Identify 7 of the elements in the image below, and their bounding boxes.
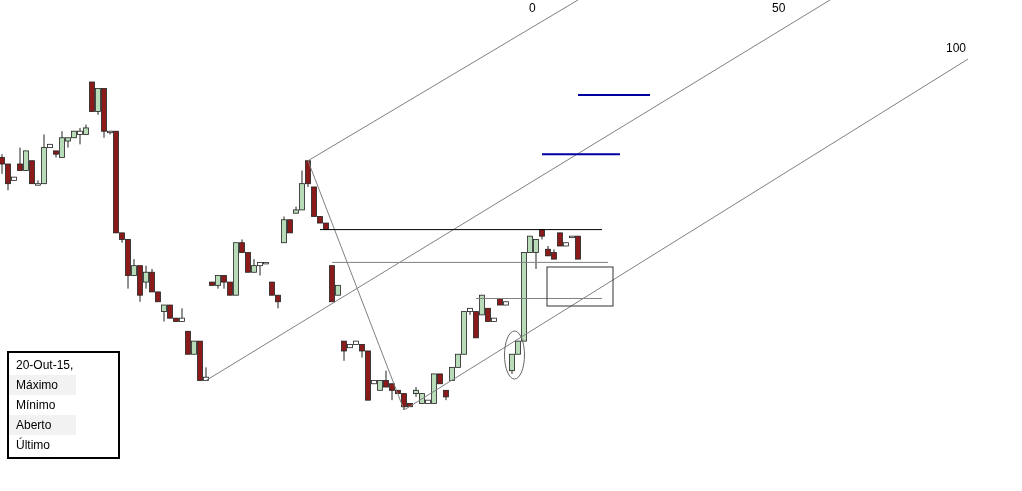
- text: 50: [772, 1, 786, 15]
- text: 0: [529, 1, 536, 15]
- info-panel: 20-Out-15, Máximo Mínimo Aberto Último: [7, 351, 120, 459]
- text: 100: [946, 41, 967, 55]
- annotation: Mínimo: [9, 395, 76, 415]
- annotation: 20-Out-15,: [9, 355, 76, 375]
- annotation: Máximo: [9, 375, 76, 395]
